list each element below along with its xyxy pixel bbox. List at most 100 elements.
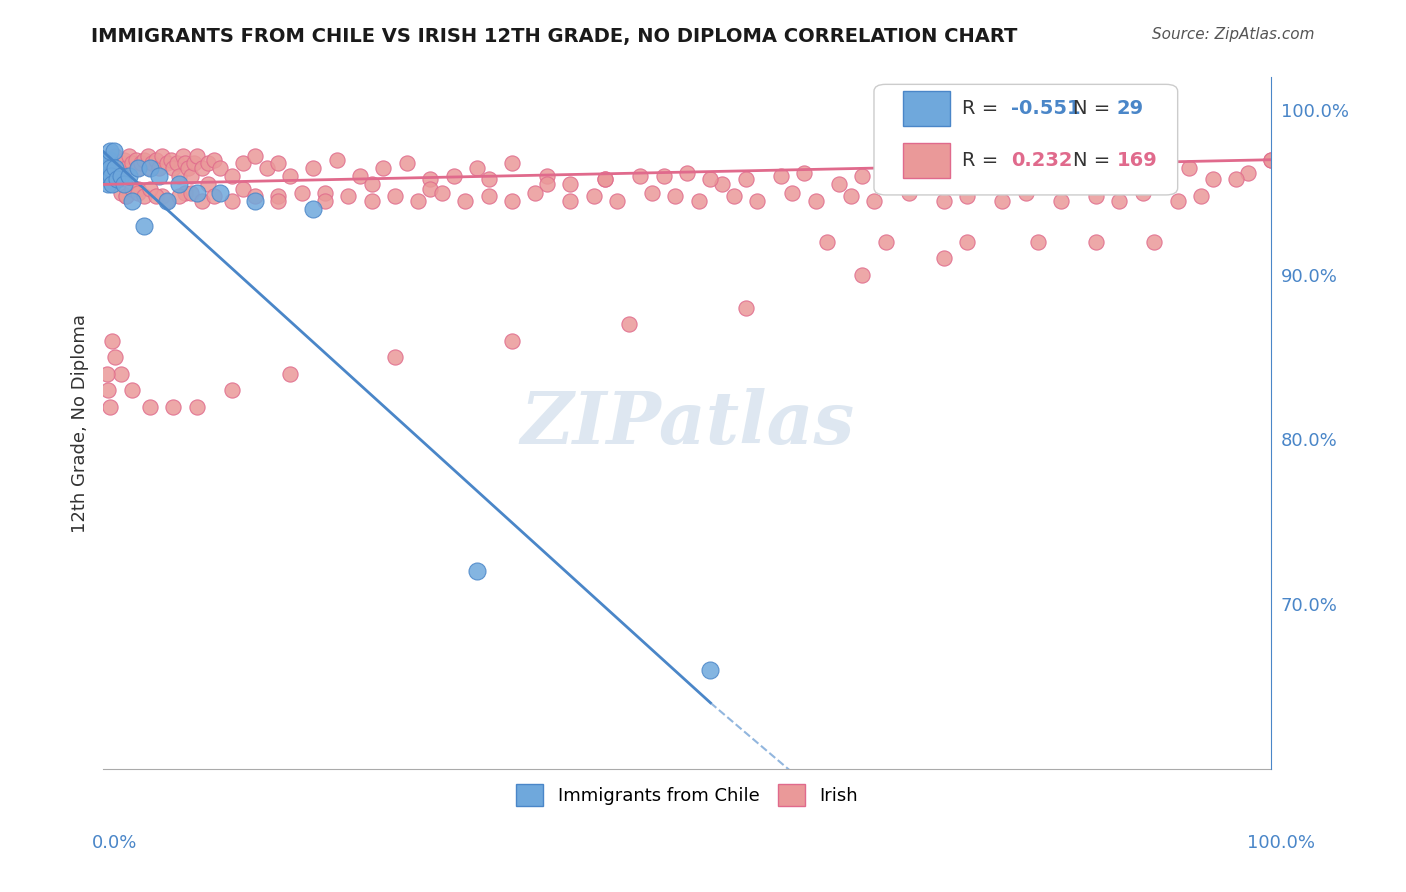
Point xyxy=(150,149,173,163)
Point xyxy=(132,189,155,203)
Point xyxy=(221,169,243,184)
Point xyxy=(104,161,127,175)
Point xyxy=(97,169,120,184)
Point xyxy=(676,166,699,180)
Point xyxy=(1143,169,1166,184)
Point xyxy=(121,194,143,208)
Point xyxy=(139,161,162,175)
Text: IMMIGRANTS FROM CHILE VS IRISH 12TH GRADE, NO DIPLOMA CORRELATION CHART: IMMIGRANTS FROM CHILE VS IRISH 12TH GRAD… xyxy=(91,27,1018,45)
Point xyxy=(560,178,582,192)
Text: N =: N = xyxy=(1073,151,1116,169)
Point xyxy=(162,400,184,414)
Point xyxy=(160,153,183,167)
Point xyxy=(98,169,121,184)
Point xyxy=(101,334,124,348)
Point xyxy=(875,235,897,249)
Point xyxy=(121,182,143,196)
Point xyxy=(395,156,418,170)
Text: 0.0%: 0.0% xyxy=(91,834,136,852)
Point xyxy=(183,156,205,170)
Point xyxy=(384,350,406,364)
Point xyxy=(384,189,406,203)
Point xyxy=(98,400,121,414)
Point xyxy=(1143,235,1166,249)
Point xyxy=(956,189,979,203)
Point xyxy=(465,564,488,578)
Point xyxy=(97,383,120,397)
Point xyxy=(337,189,360,203)
Text: 169: 169 xyxy=(1116,151,1157,169)
Point xyxy=(172,149,194,163)
Point xyxy=(197,156,219,170)
Point xyxy=(408,194,430,208)
Point xyxy=(595,172,617,186)
Point xyxy=(815,235,838,249)
Point xyxy=(828,178,851,192)
Point xyxy=(1062,172,1084,186)
Point xyxy=(100,169,122,184)
Text: R =: R = xyxy=(962,151,1004,169)
Point xyxy=(641,186,664,200)
Point xyxy=(148,161,170,175)
Text: N =: N = xyxy=(1073,99,1116,118)
Point xyxy=(278,367,301,381)
Point xyxy=(524,186,547,200)
Point xyxy=(110,169,132,184)
Point xyxy=(127,161,149,175)
Text: Source: ZipAtlas.com: Source: ZipAtlas.com xyxy=(1152,27,1315,42)
Point xyxy=(150,189,173,203)
Point xyxy=(115,161,138,175)
Point xyxy=(191,194,214,208)
Text: R =: R = xyxy=(962,99,1004,118)
Point xyxy=(139,400,162,414)
Point xyxy=(127,186,149,200)
Point xyxy=(1084,189,1107,203)
Point xyxy=(110,186,132,200)
Point xyxy=(118,169,141,184)
Point xyxy=(121,383,143,397)
Point xyxy=(103,145,125,159)
Point xyxy=(699,663,721,677)
Point xyxy=(132,153,155,167)
Point xyxy=(652,169,675,184)
Text: ZIPatlas: ZIPatlas xyxy=(520,387,855,458)
Point xyxy=(302,161,325,175)
Point xyxy=(121,156,143,170)
Point xyxy=(291,186,314,200)
Point xyxy=(477,172,499,186)
Point xyxy=(1202,172,1225,186)
Point xyxy=(145,153,167,167)
Point xyxy=(780,186,803,200)
Point xyxy=(202,189,225,203)
Point xyxy=(349,169,371,184)
Point xyxy=(267,189,290,203)
Point xyxy=(243,194,266,208)
Point xyxy=(139,161,162,175)
Point xyxy=(256,161,278,175)
Point xyxy=(501,156,523,170)
Point xyxy=(139,182,162,196)
Point xyxy=(688,194,710,208)
Point xyxy=(197,178,219,192)
Point xyxy=(863,194,886,208)
Point xyxy=(747,194,769,208)
Point xyxy=(98,145,121,159)
Point xyxy=(956,235,979,249)
Point xyxy=(96,367,118,381)
Point xyxy=(898,186,921,200)
Point xyxy=(186,400,208,414)
Point xyxy=(278,169,301,184)
Point xyxy=(991,194,1014,208)
Point xyxy=(105,172,128,186)
Point xyxy=(267,194,290,208)
Point xyxy=(360,178,382,192)
Point xyxy=(148,169,170,184)
Point xyxy=(94,153,117,167)
Text: 29: 29 xyxy=(1116,99,1144,118)
FancyBboxPatch shape xyxy=(903,143,950,178)
Point xyxy=(1108,194,1130,208)
Point xyxy=(141,156,163,170)
Point xyxy=(162,161,184,175)
Point xyxy=(221,194,243,208)
Point xyxy=(606,194,628,208)
